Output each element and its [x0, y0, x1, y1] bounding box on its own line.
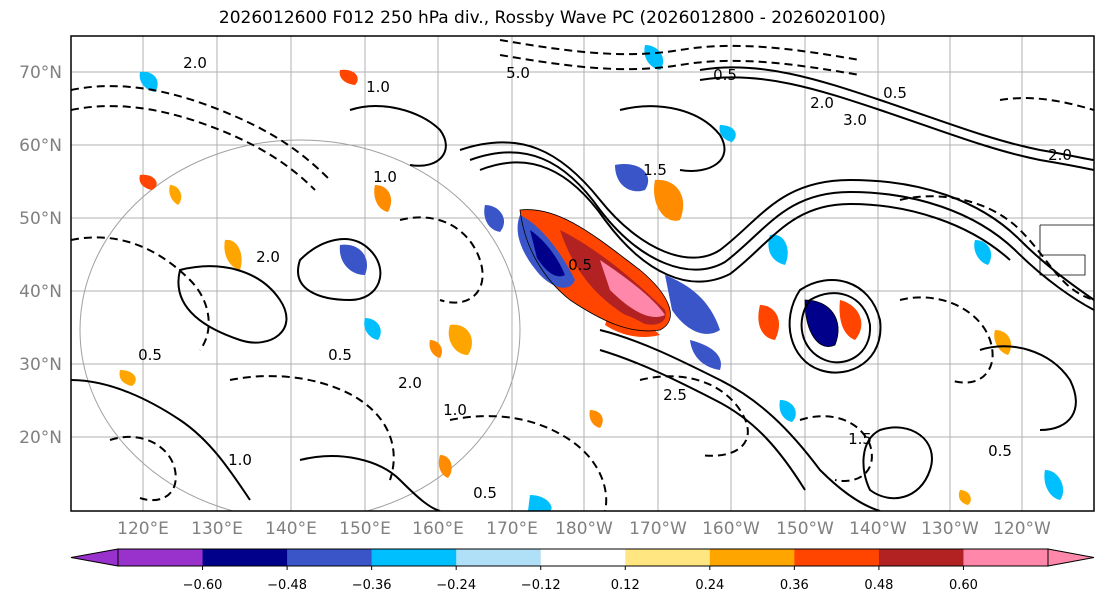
contour-label: 0.5 — [713, 66, 737, 84]
contour-label: 2.0 — [256, 248, 280, 266]
colorbar-tick-label: 0.24 — [695, 578, 724, 593]
colorbar-tick-label: −0.24 — [436, 578, 476, 593]
colorbar-tick-label: 0.12 — [611, 578, 640, 593]
latitude-label: 20°N — [19, 428, 62, 448]
colorbar-swatch — [202, 549, 288, 566]
longitude-label: 150°W — [776, 519, 834, 539]
contour-label: 0.5 — [138, 346, 162, 364]
colorbar-frame — [117, 548, 1049, 567]
colorbar-tick-label: −0.12 — [521, 578, 561, 593]
colorbar-tick-label: 0.48 — [864, 578, 893, 593]
longitude-label: 140°W — [849, 519, 907, 539]
latitude-label: 40°N — [19, 282, 62, 302]
longitude-labels: 120°E 130°E 140°E 150°E 160°E 170°E 180°W 170°W… — [117, 519, 1051, 539]
contour-label: 1.5 — [643, 161, 667, 179]
contour-label: 2.0 — [810, 94, 834, 112]
divergence-shading — [119, 45, 1064, 511]
latitude-label: 30°N — [19, 355, 62, 375]
contour-label: 0.5 — [568, 256, 592, 274]
colorbar-swatch — [371, 549, 457, 566]
contour-label: 0.5 — [988, 442, 1012, 460]
contour-label: 2.5 — [663, 386, 687, 404]
colorbar-swatch — [456, 549, 542, 566]
dashed-contours — [71, 39, 1094, 511]
latitude-label: 60°N — [19, 136, 62, 156]
colorbar-tick-label: 0.60 — [949, 578, 978, 593]
contour-label: 1.0 — [443, 401, 467, 419]
longitude-label: 130°W — [921, 519, 979, 539]
colorbar-swatch — [540, 549, 626, 566]
contour-label: 5.0 — [506, 64, 530, 82]
longitude-label: 130°E — [191, 519, 243, 539]
colorbar-swatch — [878, 549, 964, 566]
colorbar-swatch — [963, 549, 1049, 566]
colorbar-swatch — [287, 549, 373, 566]
longitude-label: 170°W — [629, 519, 687, 539]
contour-label: 2.0 — [183, 54, 207, 72]
colorbar-swatch — [625, 549, 711, 566]
gridlines — [71, 36, 1094, 511]
longitude-label: 120°E — [117, 519, 169, 539]
longitude-label: 180°W — [555, 519, 613, 539]
longitude-label: 150°E — [339, 519, 391, 539]
colorbar-tick-label: −0.36 — [352, 578, 392, 593]
contour-label: 1.0 — [366, 78, 390, 96]
longitude-label: 160°E — [412, 519, 464, 539]
colorbar-tick-label: −0.60 — [183, 578, 223, 593]
contour-label: 1.0 — [228, 451, 252, 469]
projection-ring — [79, 139, 521, 511]
colorbar-tick-label: −0.48 — [267, 578, 307, 593]
longitude-label: 140°E — [265, 519, 317, 539]
contour-label: 1.5 — [848, 430, 872, 448]
map-title: 2026012600 F012 250 hPa div., Rossby Wav… — [218, 8, 887, 28]
contour-label: 1.0 — [373, 168, 397, 186]
colorbar — [70, 548, 1095, 567]
colorbar-extend-low — [70, 548, 119, 567]
latitude-label: 70°N — [19, 63, 62, 83]
longitude-label: 160°W — [702, 519, 760, 539]
colorbar-tick-label: 0.36 — [780, 578, 809, 593]
longitude-label: 170°E — [486, 519, 538, 539]
colorbar-extend-high — [1047, 548, 1095, 567]
latitude-labels: 70°N 60°N 50°N 40°N 30°N 20°N — [19, 63, 62, 448]
colorbar-swatch — [118, 549, 204, 566]
latitude-label: 50°N — [19, 209, 62, 229]
solid-contours — [71, 66, 1094, 511]
colorbar-swatch — [794, 549, 880, 566]
longitude-label: 120°W — [993, 519, 1051, 539]
colorbar-ticks: −0.60 −0.48 −0.36 −0.24 −0.12 0.12 0.24 0.36 0.4… — [183, 566, 978, 593]
contour-label: 3.0 — [843, 111, 867, 129]
map-frame — [70, 35, 1095, 512]
contour-label: 2.0 — [1048, 146, 1072, 164]
contour-label: 0.5 — [328, 346, 352, 364]
contour-label: 0.5 — [883, 84, 907, 102]
contour-label: 0.5 — [473, 484, 497, 502]
contour-labels: 2.0 5.0 1.0 0.5 3.0 2.0 1.5 0.5 2.0 1.0 2.0 0.5 2.5 0… — [138, 54, 1072, 502]
contour-label: 2.0 — [398, 374, 422, 392]
colorbar-swatch — [709, 549, 795, 566]
shading-outlines — [519, 209, 1094, 347]
